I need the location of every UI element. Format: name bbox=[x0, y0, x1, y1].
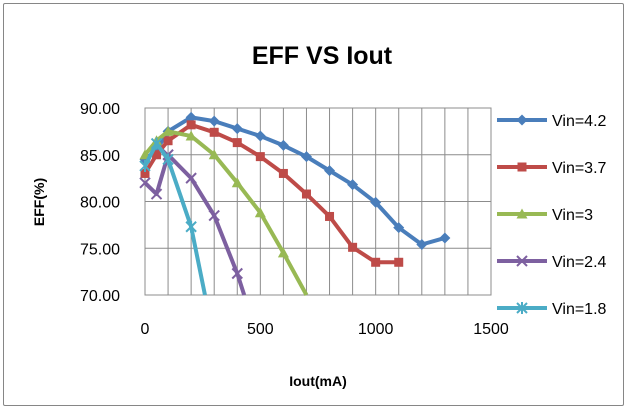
y-axis-title: EFF(%) bbox=[31, 178, 47, 226]
chart-frame bbox=[3, 3, 624, 406]
legend-entry: Vin=2.4 bbox=[497, 254, 607, 271]
legend-marker bbox=[517, 162, 527, 172]
data-point bbox=[231, 123, 243, 135]
y-tick-label: 75.00 bbox=[80, 241, 120, 258]
y-tick-label: 90.00 bbox=[80, 101, 120, 118]
data-point bbox=[139, 159, 151, 172]
data-point bbox=[186, 120, 196, 130]
data-point bbox=[150, 188, 163, 200]
data-point bbox=[185, 172, 197, 184]
data-point bbox=[348, 242, 358, 252]
series-line bbox=[143, 122, 399, 265]
data-point bbox=[439, 232, 451, 244]
data-point bbox=[209, 127, 219, 137]
y-tick-label: 80.00 bbox=[80, 195, 120, 212]
data-point bbox=[208, 149, 220, 160]
data-point bbox=[152, 150, 162, 160]
legend-label: Vin=2.4 bbox=[552, 254, 607, 271]
x-tick-label: 500 bbox=[247, 321, 274, 338]
data-point bbox=[162, 153, 174, 166]
x-tick-label: 1500 bbox=[473, 321, 509, 338]
data-point bbox=[325, 211, 335, 221]
x-axis-title: Iout(mA) bbox=[289, 373, 347, 389]
chart-title: EFF VS Iout bbox=[252, 42, 393, 70]
x-tick-label: 1000 bbox=[358, 321, 394, 338]
data-point bbox=[150, 137, 163, 150]
legend-marker bbox=[516, 208, 528, 219]
data-point bbox=[394, 257, 404, 267]
grid bbox=[144, 107, 492, 296]
legend-marker bbox=[516, 302, 528, 314]
data-point bbox=[300, 151, 312, 163]
legend-entry: Vin=3.7 bbox=[497, 160, 607, 177]
data-point bbox=[185, 220, 197, 233]
data-point bbox=[370, 196, 382, 208]
data-point bbox=[139, 177, 151, 189]
series-2 bbox=[139, 125, 309, 296]
legend-label: Vin=1.8 bbox=[552, 301, 607, 318]
data-point bbox=[208, 115, 220, 127]
data-point bbox=[277, 247, 289, 258]
data-point bbox=[277, 139, 289, 151]
legend-entry: Vin=1.8 bbox=[497, 301, 607, 318]
data-point bbox=[140, 168, 150, 178]
plot-area bbox=[144, 107, 492, 296]
data-point bbox=[163, 136, 173, 146]
data-point bbox=[301, 189, 311, 199]
legend-marker bbox=[516, 114, 528, 126]
data-point bbox=[347, 179, 359, 191]
y-tick-label: 70.00 bbox=[80, 288, 120, 305]
data-point bbox=[254, 130, 266, 142]
x-tick-labels: 0 500 1000 1500 bbox=[141, 321, 509, 338]
legend-label: Vin=3 bbox=[552, 207, 593, 224]
data-point bbox=[185, 111, 197, 123]
data-point bbox=[231, 177, 243, 188]
y-tick-label: 85.00 bbox=[80, 148, 120, 165]
data-point bbox=[278, 168, 288, 178]
series-4 bbox=[139, 137, 207, 296]
y-tick-labels: 90.00 85.00 80.00 75.00 70.00 bbox=[80, 101, 120, 305]
legend-label: Vin=3.7 bbox=[552, 160, 607, 177]
legend-marker bbox=[516, 255, 528, 267]
x-tick-label: 0 bbox=[141, 321, 150, 338]
legend-entry: Vin=3 bbox=[497, 207, 593, 224]
series-3 bbox=[139, 149, 247, 296]
series-lines bbox=[139, 111, 451, 296]
data-point bbox=[231, 267, 243, 280]
data-point bbox=[254, 207, 266, 218]
data-point bbox=[416, 239, 428, 251]
series-1 bbox=[140, 120, 404, 267]
data-point bbox=[371, 257, 381, 267]
data-point bbox=[232, 138, 242, 148]
data-point bbox=[255, 152, 265, 162]
series-line bbox=[143, 141, 207, 296]
data-point bbox=[185, 130, 197, 141]
data-point bbox=[393, 222, 405, 234]
data-point bbox=[208, 209, 220, 222]
legend-label: Vin=4.2 bbox=[552, 113, 607, 130]
series-0 bbox=[139, 111, 451, 251]
data-point bbox=[324, 165, 336, 177]
data-point bbox=[162, 125, 174, 136]
legend: Vin=4.2 Vin=3.7 Vin=3 Vin=2.4 Vin=1.8 bbox=[497, 113, 607, 318]
legend-entry: Vin=4.2 bbox=[497, 113, 607, 130]
